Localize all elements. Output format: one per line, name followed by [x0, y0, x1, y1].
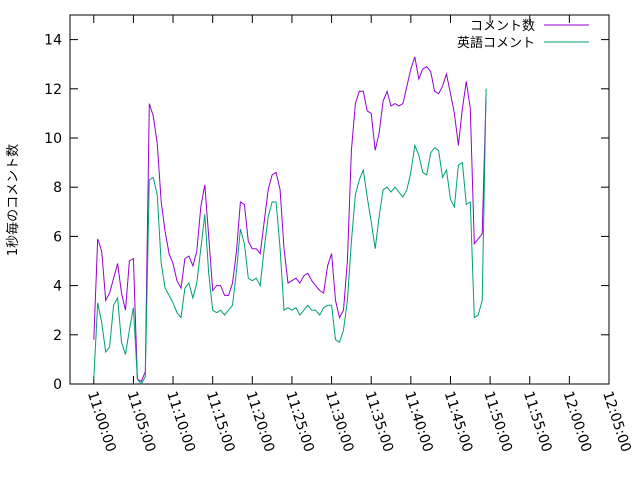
legend-label-1: コメント数 — [470, 19, 535, 34]
y-axis-ticks: 0 2 4 6 8 10 12 14 — [44, 33, 609, 393]
x-tick-label: 11:50:00 — [480, 389, 515, 454]
plot-border — [69, 14, 610, 385]
x-tick-label: 11:40:00 — [401, 389, 436, 454]
x-tick-label: 11:55:00 — [520, 389, 555, 454]
x-tick-label: 11:10:00 — [163, 389, 198, 454]
x-tick-label: 12:05:00 — [599, 389, 634, 454]
plot-frame — [69, 14, 610, 385]
x-tick-label: 11:35:00 — [361, 389, 396, 454]
y-tick-label: 4 — [53, 279, 62, 295]
x-tick-label: 11:05:00 — [124, 389, 159, 454]
y-tick-label: 8 — [53, 180, 62, 196]
x-tick-label: 11:15:00 — [203, 389, 238, 454]
y-tick-label: 14 — [44, 33, 62, 49]
series-line-2 — [93, 88, 487, 385]
series-lines — [93, 56, 487, 385]
y-tick-label: 2 — [53, 328, 62, 344]
x-axis-ticks: 11:00:00 11:05:00 11:10:00 11:15:00 11:20:00… — [84, 15, 634, 454]
y-tick-label: 12 — [44, 82, 62, 98]
series-line-1 — [93, 56, 487, 383]
y-axis-label: 1秒毎のコメント数 — [5, 144, 21, 256]
x-tick-label: 11:20:00 — [243, 389, 278, 454]
x-tick-label: 11:45:00 — [441, 389, 476, 454]
x-tick-label: 11:25:00 — [282, 389, 317, 454]
y-tick-label: 10 — [44, 131, 62, 147]
x-tick-label: 11:30:00 — [322, 389, 357, 454]
x-tick-label: 12:00:00 — [560, 389, 595, 454]
y-tick-label: 6 — [53, 229, 62, 245]
x-tick-label: 11:00:00 — [84, 389, 119, 454]
legend-label-2: 英語コメント — [457, 35, 535, 51]
y-tick-label: 0 — [53, 377, 62, 393]
